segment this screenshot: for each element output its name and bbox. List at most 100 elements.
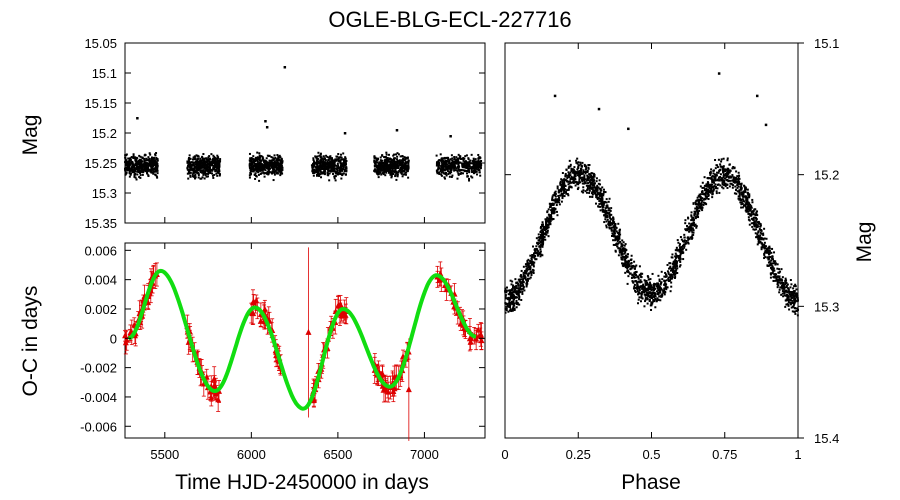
phased-point	[669, 290, 672, 293]
phased-point	[780, 281, 783, 284]
lightcurve-point	[392, 157, 395, 160]
phased-point	[526, 282, 529, 285]
phased-point	[641, 272, 644, 275]
lightcurve-point	[402, 170, 405, 173]
lightcurve-point	[207, 158, 210, 161]
phased-point	[722, 187, 725, 190]
lightcurve-point	[133, 175, 136, 178]
phased-point	[654, 295, 657, 298]
lightcurve-point	[385, 153, 388, 156]
phased-point	[586, 186, 589, 189]
lightcurve-point	[436, 161, 439, 164]
phased-point	[539, 255, 542, 258]
lightcurve-point	[319, 170, 322, 173]
phased-point	[675, 264, 678, 267]
phased-point	[556, 200, 559, 203]
phased-point	[699, 205, 702, 208]
phased-point	[719, 169, 722, 172]
phased-point	[741, 198, 744, 201]
phased-point	[722, 173, 725, 176]
lightcurve-point	[389, 166, 392, 169]
phased-point	[557, 190, 560, 193]
phased-point	[649, 278, 652, 281]
phased-point	[533, 252, 536, 255]
lightcurve-point	[269, 159, 272, 162]
phased-point	[593, 184, 596, 187]
lightcurve-point	[267, 172, 270, 175]
lightcurve-point	[398, 169, 401, 172]
lightcurve-point	[206, 162, 209, 165]
lightcurve-point	[315, 163, 318, 166]
lightcurve-point	[252, 170, 255, 173]
lightcurve-point	[279, 172, 282, 175]
lightcurve-point	[139, 155, 142, 158]
lightcurve-point	[132, 165, 135, 168]
lightcurve-point	[473, 162, 476, 165]
phased-point	[705, 185, 708, 188]
lightcurve-point	[209, 172, 212, 175]
phased-point	[682, 258, 685, 261]
lightcurve-point	[327, 156, 330, 159]
lightcurve-point	[198, 168, 201, 171]
lightcurve-point	[134, 176, 137, 179]
lightcurve-point	[271, 163, 274, 166]
lightcurve-point	[376, 157, 379, 160]
lightcurve-point	[156, 168, 159, 171]
lightcurve-point	[323, 166, 326, 169]
lightcurve-point	[473, 170, 476, 173]
lightcurve-point	[392, 167, 395, 170]
phased-point	[606, 214, 609, 217]
phased-point	[549, 223, 552, 226]
lightcurve-point	[340, 156, 343, 159]
lightcurve-point	[272, 165, 275, 168]
lightcurve-point	[385, 171, 388, 174]
lightcurve-point	[128, 159, 131, 162]
phased-point	[596, 198, 599, 201]
lightcurve-point	[202, 172, 205, 175]
lightcurve-point	[250, 168, 253, 171]
lightcurve-point	[271, 172, 274, 175]
lightcurve-point	[459, 157, 462, 160]
phased-point	[702, 203, 705, 206]
lightcurve-point	[218, 173, 221, 176]
lightcurve-point	[333, 177, 336, 180]
phased-point	[560, 178, 563, 181]
lightcurve-point	[339, 156, 342, 159]
lightcurve-point	[379, 159, 382, 162]
lightcurve-point	[322, 155, 325, 158]
phased-point	[635, 274, 638, 277]
phased-point	[646, 283, 649, 286]
lightcurve-point	[273, 160, 276, 163]
lightcurve-point	[249, 160, 252, 163]
lightcurve-point	[202, 162, 205, 165]
lightcurve-point	[125, 164, 128, 167]
lightcurve-point	[469, 162, 472, 165]
phased-point	[607, 209, 610, 212]
lightcurve-point	[201, 170, 204, 173]
phased-point	[559, 180, 562, 183]
phased-point	[617, 254, 620, 257]
phased-point	[567, 183, 570, 186]
phased-point	[505, 286, 508, 289]
lightcurve-point	[337, 153, 340, 156]
phased-point	[768, 247, 771, 250]
lightcurve-point	[341, 174, 344, 177]
lightcurve-point	[326, 161, 329, 164]
lightcurve-point	[278, 159, 281, 162]
lightcurve-point	[186, 161, 189, 164]
lightcurve-point	[268, 164, 271, 167]
phased-point	[541, 221, 544, 224]
phased-point	[577, 183, 580, 186]
phased-point	[525, 272, 528, 275]
phased-point	[745, 188, 748, 191]
lightcurve-point	[339, 153, 342, 156]
lightcurve-point	[147, 166, 150, 169]
phased-point	[594, 191, 597, 194]
lightcurve-point	[468, 160, 471, 163]
phased-point	[674, 252, 677, 255]
phased-point	[712, 169, 715, 172]
phased-point	[786, 283, 789, 286]
phased-point	[710, 176, 713, 179]
lightcurve-point	[345, 169, 348, 172]
phased-point	[661, 294, 664, 297]
